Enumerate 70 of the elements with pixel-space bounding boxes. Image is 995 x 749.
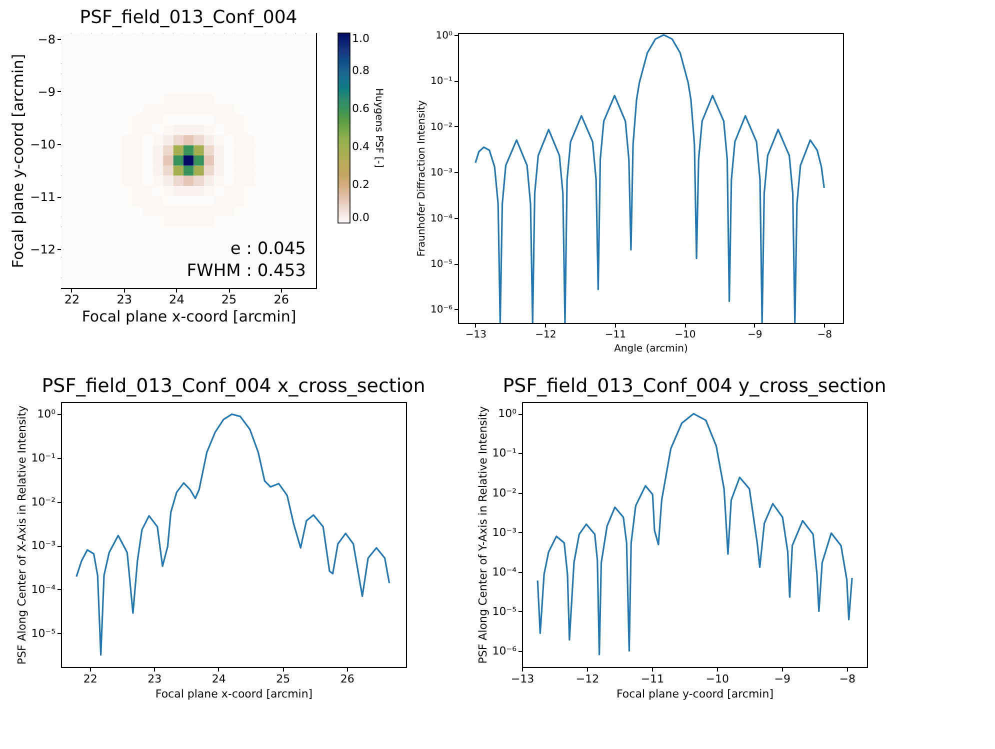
x-tick-label: −13 [510,672,534,686]
color-bar-title: Huygens PSF [-] [373,88,384,168]
annotation: e : 0.045 [230,239,306,259]
line-series [76,413,390,656]
y-tick-label: −9 [38,84,56,99]
x-tick-label: −12 [535,330,556,340]
x-tick-label: 25 [221,292,237,306]
x-tick-label: −11 [604,330,626,340]
annotation: FWHM : 0.453 [186,261,306,281]
y-axis-title: Fraunhofer Diffraction Intensity [416,100,428,257]
y-tick-label: 10⁻² [430,122,452,133]
y-tick-label: 10⁻⁴ [492,565,518,578]
line-series [474,34,825,323]
y-tick-label: 10⁻⁵ [430,259,452,270]
y-tick-label: 10⁻¹ [31,452,56,465]
y-tick-label: 10⁻⁵ [31,626,56,640]
y-tick-label: 10⁻³ [430,168,452,179]
x-tick-label: 22 [83,672,98,686]
x-tick-label: 23 [148,672,162,686]
chart-title: PSF_field_013_Conf_004 [80,6,298,28]
x-tick-label: 24 [169,292,184,306]
x-tick-label: −9 [774,672,790,686]
x-axis-title: Focal plane x-coord [arcmin] [82,308,296,326]
y-tick-label: 10⁰ [436,30,452,42]
y-axis-title: Focal plane y-coord [arcmin] [9,54,28,268]
y-tick-label: 10⁻¹ [492,446,516,460]
x-axis-title: Focal plane y-coord [arcmin] [616,688,774,700]
y-tick-label: −8 [38,32,56,46]
x-tick-label: −8 [817,330,832,340]
y-tick-label: 10⁻² [31,495,56,508]
y-tick-label: 10⁻³ [31,539,56,552]
y-tick-label: 10⁻⁴ [31,582,56,596]
color-bar-label: 0.8 [352,64,370,77]
y-tick-label: 10⁻³ [492,526,516,539]
y-tick-label: −10 [30,137,56,152]
chart-title: PSF_field_013_Conf_004 y_cross_section [502,375,886,397]
y-axis-title: PSF Along Center of Y-Axis in Relative Intensity [476,406,490,664]
x-tick-label: 23 [116,292,132,306]
line-series [536,412,853,656]
x-tick-label: −12 [576,672,600,686]
x-tick-label: 25 [276,672,290,686]
x-tick-label: −10 [674,330,696,340]
y-tick-label: 10⁻⁵ [492,604,516,618]
color-bar-label: 0.4 [352,140,370,153]
x-tick-label: −13 [465,330,486,340]
color-bar-label: 0.0 [352,211,370,224]
y-tick-label: −12 [30,242,56,257]
y-tick-label: −11 [30,190,56,204]
x-axis-title: Angle (arcmin) [614,344,688,354]
color-bar-label: 0.6 [352,102,370,115]
y-tick-label: 10⁻² [492,486,516,500]
x-tick-label: −8 [839,672,856,686]
x-tick-label: 22 [64,292,80,306]
y-tick-label: 10⁻¹ [430,76,452,88]
y-tick-label: 10⁻⁶ [492,644,518,658]
x-tick-label: 26 [274,292,290,306]
x-axis-title: Focal plane x-coord [arcmin] [155,688,313,700]
x-tick-label: −9 [748,330,762,340]
x-tick-label: −10 [706,672,730,686]
y-tick-label: 10⁻⁶ [430,304,452,316]
y-tick-label: 10⁻⁴ [430,213,452,224]
x-tick-label: 24 [212,672,226,686]
y-axis-title: PSF Along Center of X-Axis in Relative Intensity [15,404,28,665]
color-bar-label: 1.0 [352,32,370,45]
x-tick-label: 26 [340,672,354,686]
x-tick-label: −11 [640,672,664,686]
y-tick-label: 10⁰ [498,407,518,420]
color-bar-label: 0.2 [352,178,370,191]
y-tick-label: 10⁰ [37,408,56,421]
chart-title: PSF_field_013_Conf_004 x_cross_section [42,375,426,397]
